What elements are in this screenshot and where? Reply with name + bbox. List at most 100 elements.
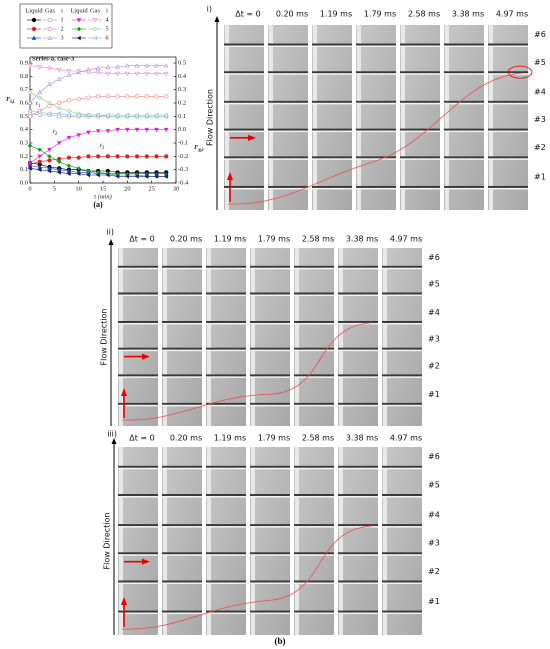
channel-gap — [268, 158, 308, 160]
flow-arrow-head — [142, 353, 150, 360]
channel-gap — [338, 267, 378, 270]
channel-gap — [338, 376, 378, 378]
channel-gap — [162, 376, 202, 378]
channel-label: #3 — [428, 335, 440, 344]
channel-wall — [250, 580, 290, 583]
data-point — [134, 154, 140, 159]
channel-wall — [312, 128, 352, 131]
channel-wall — [338, 524, 378, 527]
chart-title: Series-a, case-3 — [32, 55, 75, 62]
y2-tick-label: 0.1 — [178, 113, 186, 120]
panel-label: ii) — [106, 228, 114, 237]
channel-gap — [382, 349, 422, 352]
data-point — [95, 65, 101, 71]
y2-tick-label: 0.2 — [178, 99, 186, 106]
vertical-channel — [295, 447, 299, 635]
data-point — [27, 108, 32, 114]
data-point — [37, 147, 42, 152]
data-point — [66, 69, 72, 74]
channel-gap — [118, 467, 158, 470]
legend-marker — [47, 35, 53, 40]
channel-gap — [356, 45, 396, 47]
x-tick-label: 10 — [75, 185, 82, 192]
channel-wall — [268, 43, 308, 46]
data-point — [95, 70, 101, 75]
channel-label: #1 — [428, 390, 440, 399]
data-point — [154, 94, 159, 99]
photo-frame — [488, 25, 528, 210]
time-label: Δt = 0 — [129, 434, 155, 443]
channel-gap — [312, 102, 352, 105]
data-point — [163, 112, 169, 118]
data-point — [86, 168, 91, 174]
legend-header: Liquid — [25, 7, 43, 14]
x-tick-label: 15 — [100, 185, 107, 192]
channel-gap — [250, 496, 290, 498]
photo-frame — [268, 25, 308, 210]
x-axis-label: t (min) — [94, 193, 112, 200]
channel-gap — [294, 496, 334, 498]
photo-frame — [162, 447, 202, 635]
channel-gap — [250, 612, 290, 615]
y2-tick-label: 0.5 — [178, 59, 186, 66]
axis-label: Flow Direction — [103, 513, 112, 570]
data-point — [27, 100, 33, 105]
data-point — [105, 112, 110, 118]
channel-wall — [206, 610, 246, 613]
channel-wall — [488, 156, 528, 159]
channel-gap — [382, 404, 422, 407]
channel-label: #6 — [534, 30, 546, 39]
channel-gap — [444, 73, 484, 75]
data-point — [163, 127, 169, 133]
time-label: 4.97 ms — [390, 235, 422, 244]
channel-wall — [294, 347, 334, 350]
data-point — [76, 96, 81, 102]
channel-wall — [250, 402, 290, 405]
data-point — [76, 69, 81, 74]
annotation-main: t — [100, 142, 102, 149]
channel-gap — [250, 526, 290, 528]
channel-wall — [400, 185, 440, 188]
channel-gap — [118, 582, 158, 584]
channel-gap — [162, 612, 202, 615]
y-axis-label-main: F — [6, 96, 11, 103]
time-label: Δt = 0 — [129, 235, 155, 244]
channel-gap — [382, 554, 422, 556]
channel-gap — [312, 73, 352, 75]
data-point — [66, 98, 72, 103]
legend-label: 6 — [105, 34, 109, 41]
data-point — [154, 112, 159, 118]
x-tick-label: 20 — [124, 185, 131, 192]
channel-wall — [488, 185, 528, 188]
legend-marker — [47, 26, 53, 32]
channel-gap — [444, 45, 484, 47]
data-point — [66, 171, 71, 176]
channel-wall — [118, 524, 158, 527]
time-label: 1.79 ms — [364, 10, 396, 19]
photo-frame — [400, 25, 440, 210]
channel-gap — [118, 554, 158, 556]
time-label: 2.58 ms — [302, 434, 334, 443]
y2-axis-label-main: F — [194, 144, 199, 151]
y2-axis-label-sub: g,i — [198, 148, 204, 153]
data-point — [115, 174, 120, 179]
channel-wall — [338, 580, 378, 583]
data-point — [115, 71, 120, 77]
legend-marker — [92, 18, 98, 23]
data-point — [144, 94, 149, 99]
data-point — [125, 71, 130, 77]
axis-label: Flow Direction — [100, 309, 109, 366]
data-point — [76, 171, 81, 176]
channel-wall — [118, 465, 158, 468]
time-label: 2.58 ms — [302, 235, 334, 244]
flow-axis-head — [214, 16, 220, 22]
photo-frame — [338, 447, 378, 635]
channel-wall — [294, 292, 334, 295]
data-point — [66, 112, 71, 118]
channel-wall — [400, 100, 440, 103]
data-point — [163, 71, 169, 77]
channel-gap — [338, 294, 378, 296]
data-point — [95, 129, 101, 134]
channel-gap — [162, 322, 202, 325]
data-point — [144, 63, 150, 68]
